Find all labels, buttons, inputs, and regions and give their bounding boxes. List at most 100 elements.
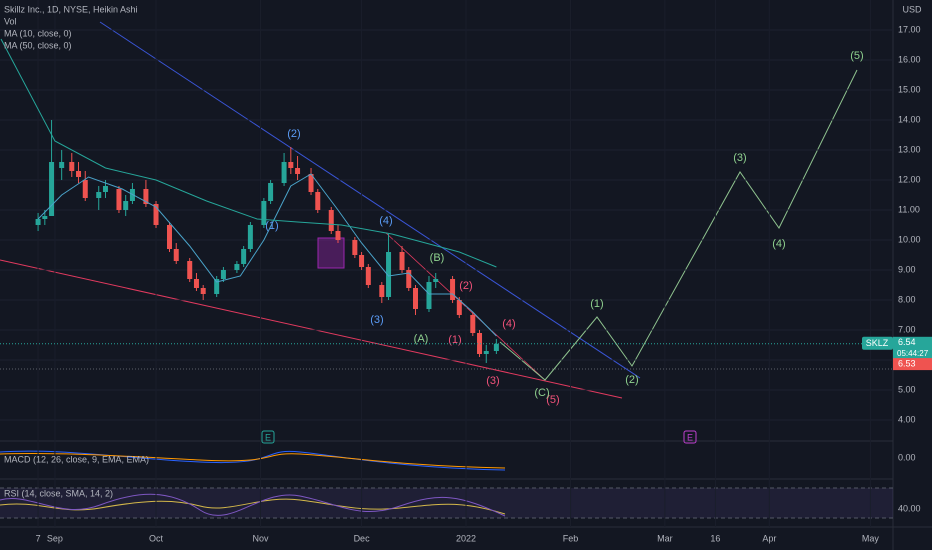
bid-price-tag	[893, 358, 932, 371]
rsi-title: RSI (14, close, SMA, 14, 2)	[4, 488, 113, 498]
wave-label: (2)	[459, 280, 472, 292]
macd-tick-label: 0.00	[898, 452, 916, 462]
candle-body	[241, 249, 247, 264]
y-tick-label: 7.00	[898, 324, 916, 334]
wave-label: (3)	[370, 314, 383, 326]
last-price-label: 6.54	[898, 337, 916, 347]
wave-label: (2)	[625, 374, 638, 386]
candle-body	[220, 270, 226, 279]
last-price-tag	[893, 336, 932, 361]
wave-label: (5)	[546, 394, 559, 406]
x-tick-label: 2022	[456, 533, 476, 543]
moving-average	[37, 173, 497, 337]
x-tick-label: Oct	[149, 533, 164, 543]
y-tick-label: 5.00	[898, 384, 916, 394]
candle-body	[288, 162, 294, 168]
macd-title: MACD (12, 26, close, 9, EMA, EMA)	[4, 454, 149, 464]
rsi-line	[0, 493, 506, 517]
upper-trendline	[99, 21, 641, 379]
candle-body	[281, 162, 287, 183]
wave-label: (4)	[772, 238, 785, 250]
wave-label: (4)	[502, 318, 515, 330]
candle-body	[69, 162, 75, 171]
candle-body	[493, 343, 499, 351]
candle-body	[129, 189, 135, 201]
candle-body	[82, 180, 88, 198]
wave-line	[385, 232, 546, 381]
candle-body	[412, 288, 418, 309]
candle-body	[247, 225, 253, 249]
candle-body	[116, 189, 122, 210]
wave-label: (3)	[486, 375, 499, 387]
candle-body	[335, 231, 341, 240]
wave-label: (5)	[850, 50, 863, 62]
candle-body	[433, 279, 439, 282]
rsi-ma	[0, 498, 506, 515]
candle-body	[359, 255, 365, 267]
candle-body	[477, 333, 483, 354]
currency-label: USD	[902, 4, 922, 14]
candle-body	[365, 267, 371, 285]
earnings-label: E	[265, 432, 271, 442]
macd-line	[0, 450, 506, 471]
candle-body	[76, 171, 82, 177]
x-tick-label: Sep	[47, 533, 63, 543]
candle-body	[35, 219, 41, 225]
wave-label: (A)	[414, 333, 429, 345]
candle-body	[143, 189, 149, 204]
rsi-tick-label: 40.00	[898, 503, 921, 513]
candle-body	[470, 315, 476, 333]
indicator-label: MA (50, close, 0)	[4, 40, 72, 50]
y-tick-label: 4.00	[898, 414, 916, 424]
x-tick-label: Nov	[252, 533, 269, 543]
earnings-icon	[683, 430, 697, 444]
candle-body	[193, 279, 199, 288]
earnings-label: E	[687, 432, 693, 442]
x-tick-label: Feb	[563, 533, 579, 543]
indicator-label: MA (10, close, 0)	[4, 28, 72, 38]
wave-label: (C)	[534, 387, 549, 399]
wave-label: (3)	[733, 152, 746, 164]
candle-body	[234, 264, 240, 270]
y-tick-label: 15.00	[898, 84, 921, 94]
y-tick-label: 10.00	[898, 234, 921, 244]
candle-body	[261, 201, 267, 225]
candle-body	[49, 162, 55, 216]
signal-line	[0, 452, 506, 469]
x-tick-label: 16	[710, 533, 720, 543]
x-tick-label: Apr	[762, 533, 776, 543]
candle-body	[42, 216, 48, 219]
candle-body	[59, 162, 65, 168]
candle-body	[123, 201, 129, 210]
wave-label: (2)	[287, 128, 300, 140]
candle-body	[386, 252, 392, 297]
candle-body	[268, 183, 274, 201]
wave-label: (1)	[265, 220, 278, 232]
candle-body	[308, 174, 314, 192]
y-tick-label: 9.00	[898, 264, 916, 274]
y-tick-label: 17.00	[898, 24, 921, 34]
y-tick-label: 13.00	[898, 144, 921, 154]
candle-body	[450, 279, 456, 300]
moving-average	[0, 38, 497, 268]
candle-body	[96, 192, 102, 198]
symbol-label: SKLZ	[866, 338, 889, 348]
candle-body	[167, 225, 173, 249]
y-tick-label: 16.00	[898, 54, 921, 64]
wave-label: (1)	[448, 334, 461, 346]
candle-body	[173, 249, 179, 261]
candle-body	[426, 282, 432, 309]
candle-body	[406, 270, 412, 288]
y-tick-label: 12.00	[898, 174, 921, 184]
y-tick-label: 8.00	[898, 294, 916, 304]
wave-label: (1)	[590, 298, 603, 310]
earnings-icon	[261, 430, 275, 444]
wave-label: (B)	[430, 252, 445, 264]
candle-body	[483, 351, 489, 354]
lower-trendline	[0, 259, 623, 399]
projection-path	[499, 69, 858, 381]
bid-price-label: 6.53	[898, 358, 916, 368]
candle-body	[102, 186, 108, 192]
y-tick-label: 14.00	[898, 114, 921, 124]
candle-body	[315, 192, 321, 210]
